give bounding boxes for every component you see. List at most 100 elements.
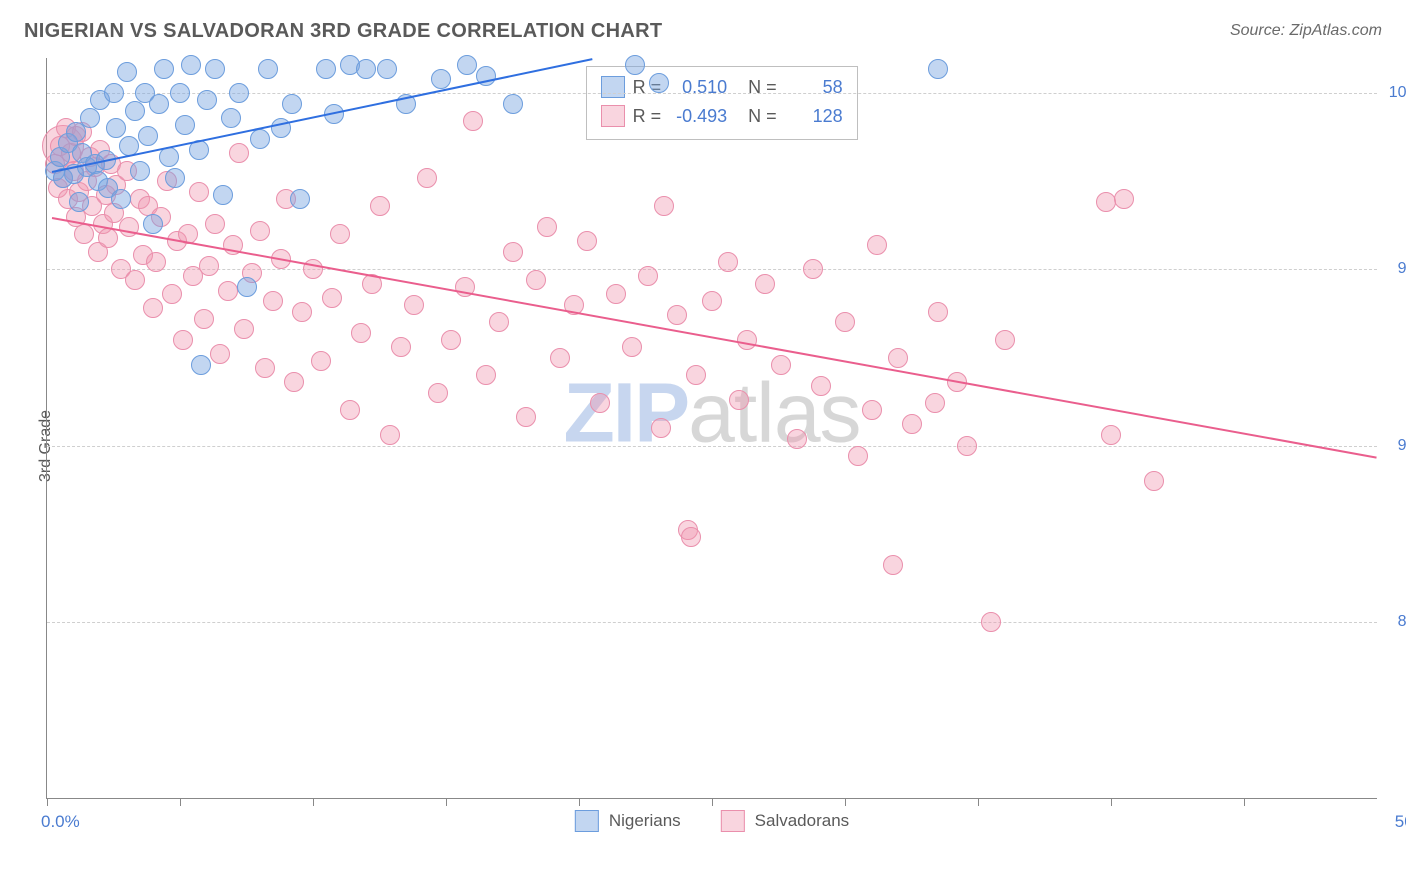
- chart-title: NIGERIAN VS SALVADORAN 3RD GRADE CORRELA…: [24, 20, 662, 43]
- scatter-point: [404, 295, 424, 315]
- scatter-point: [862, 400, 882, 420]
- scatter-point: [143, 214, 163, 234]
- scatter-point: [431, 69, 451, 89]
- legend-swatch-salvadorans: [601, 105, 625, 127]
- scatter-point: [117, 62, 137, 82]
- scatter-point: [957, 436, 977, 456]
- scatter-point: [199, 256, 219, 276]
- y-tick-label: 85.0%: [1383, 613, 1406, 631]
- scatter-point: [210, 344, 230, 364]
- legend-r-label: R =: [633, 102, 662, 131]
- scatter-point: [311, 351, 331, 371]
- x-tick: [180, 798, 181, 806]
- x-tick: [1244, 798, 1245, 806]
- scatter-point: [622, 337, 642, 357]
- scatter-point: [391, 337, 411, 357]
- scatter-point: [606, 284, 626, 304]
- scatter-point: [143, 298, 163, 318]
- legend-n-value-nigerians: 58: [785, 73, 843, 102]
- scatter-point: [503, 94, 523, 114]
- scatter-point: [282, 94, 302, 114]
- scatter-point: [803, 259, 823, 279]
- scatter-point: [213, 185, 233, 205]
- x-tick: [313, 798, 314, 806]
- scatter-point: [649, 73, 669, 93]
- scatter-point: [503, 242, 523, 262]
- scatter-point: [340, 400, 360, 420]
- scatter-point: [104, 83, 124, 103]
- x-axis-min-label: 0.0%: [41, 812, 80, 832]
- scatter-point: [356, 59, 376, 79]
- scatter-point: [258, 59, 278, 79]
- scatter-point: [221, 108, 241, 128]
- scatter-point: [702, 291, 722, 311]
- scatter-point: [651, 418, 671, 438]
- scatter-point: [370, 196, 390, 216]
- scatter-point: [835, 312, 855, 332]
- scatter-point: [380, 425, 400, 445]
- scatter-point: [205, 214, 225, 234]
- scatter-point: [1144, 471, 1164, 491]
- scatter-point: [162, 284, 182, 304]
- scatter-point: [229, 143, 249, 163]
- scatter-point: [925, 393, 945, 413]
- scatter-point: [170, 83, 190, 103]
- gridline: [47, 622, 1377, 623]
- trend-line: [52, 217, 1377, 459]
- correlation-legend: R = 0.510 N = 58 R = -0.493 N = 128: [586, 66, 858, 140]
- scatter-point: [995, 330, 1015, 350]
- scatter-point: [197, 90, 217, 110]
- x-tick: [446, 798, 447, 806]
- scatter-point: [80, 108, 100, 128]
- scatter-point: [189, 182, 209, 202]
- scatter-point: [234, 319, 254, 339]
- y-tick-label: 95.0%: [1383, 260, 1406, 278]
- scatter-point: [737, 330, 757, 350]
- scatter-point: [590, 393, 610, 413]
- scatter-point: [205, 59, 225, 79]
- scatter-point: [316, 59, 336, 79]
- x-tick: [1111, 798, 1112, 806]
- series-legend: Nigerians Salvadorans: [575, 810, 849, 832]
- scatter-point: [330, 224, 350, 244]
- legend-item-nigerians: Nigerians: [575, 810, 681, 832]
- scatter-point: [125, 270, 145, 290]
- legend-r-value-nigerians: 0.510: [669, 73, 727, 102]
- source-attribution: Source: ZipAtlas.com: [1230, 22, 1382, 40]
- scatter-point: [537, 217, 557, 237]
- scatter-point: [981, 612, 1001, 632]
- y-tick-label: 90.0%: [1383, 437, 1406, 455]
- scatter-point: [457, 55, 477, 75]
- legend-swatch-icon: [721, 810, 745, 832]
- scatter-point: [667, 305, 687, 325]
- scatter-point: [125, 101, 145, 121]
- scatter-point: [74, 224, 94, 244]
- scatter-point: [654, 196, 674, 216]
- legend-n-label: N =: [748, 73, 777, 102]
- scatter-point: [902, 414, 922, 434]
- scatter-point: [681, 527, 701, 547]
- scatter-point: [428, 383, 448, 403]
- scatter-point: [888, 348, 908, 368]
- scatter-point: [284, 372, 304, 392]
- scatter-point: [229, 83, 249, 103]
- scatter-point: [516, 407, 536, 427]
- scatter-point: [237, 277, 257, 297]
- scatter-point: [476, 365, 496, 385]
- scatter-point: [787, 429, 807, 449]
- scatter-point: [1114, 189, 1134, 209]
- scatter-point: [130, 161, 150, 181]
- scatter-point: [755, 274, 775, 294]
- scatter-point: [106, 118, 126, 138]
- legend-swatch-nigerians: [601, 76, 625, 98]
- scatter-point: [255, 358, 275, 378]
- scatter-point: [194, 309, 214, 329]
- scatter-point: [250, 129, 270, 149]
- plot-area: ZIPatlas 0.0% 50.0% R = 0.510 N = 58 R =…: [46, 58, 1377, 799]
- scatter-point: [489, 312, 509, 332]
- x-tick: [47, 798, 48, 806]
- x-tick: [579, 798, 580, 806]
- scatter-point: [173, 330, 193, 350]
- scatter-point: [377, 59, 397, 79]
- scatter-point: [69, 192, 89, 212]
